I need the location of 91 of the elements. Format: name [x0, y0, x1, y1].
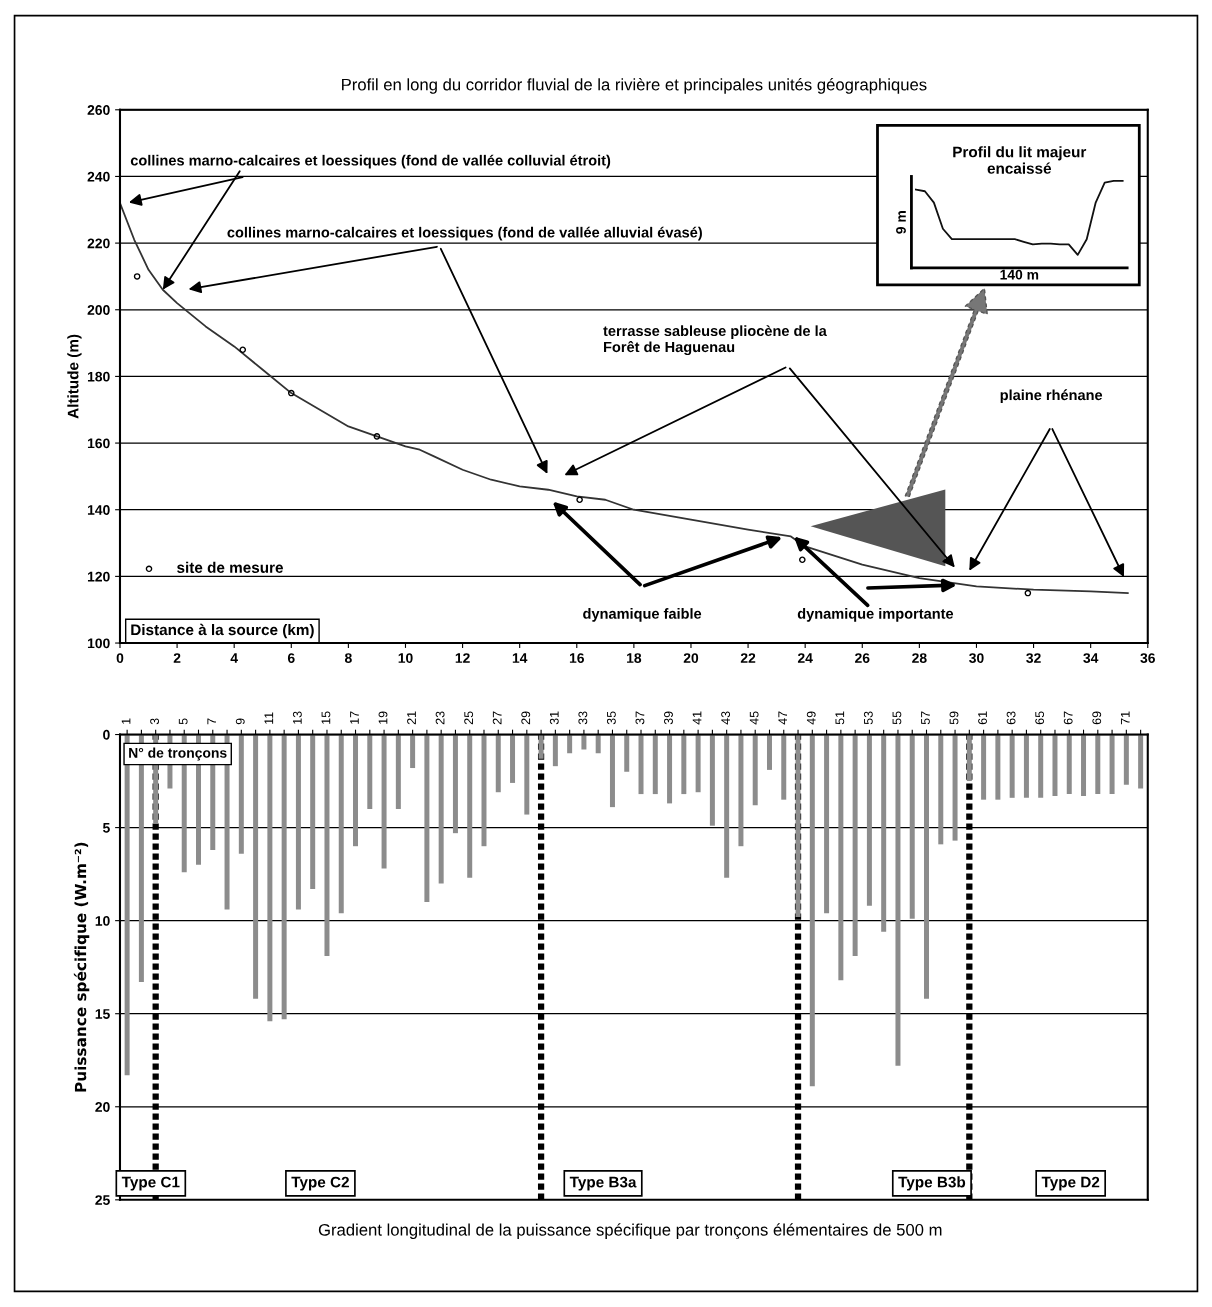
x-axis-title: 140 m	[1000, 269, 1039, 280]
chart-title: Profil du lit majeur encaissé	[953, 146, 1087, 174]
x-tick-label: 67	[1063, 711, 1073, 725]
x-tick-label: 1	[121, 718, 131, 724]
x-tick-label: 24	[797, 653, 813, 663]
x-tick-label: 3	[150, 718, 160, 725]
y-tick-label: 25	[95, 1195, 110, 1205]
annotation: Type D2	[1041, 1176, 1100, 1191]
x-tick-label: 26	[855, 653, 870, 663]
x-tick-label: 65	[1035, 711, 1045, 725]
x-tick-label: 61	[978, 711, 987, 725]
annotation: Type B3a	[569, 1176, 637, 1191]
x-tick-label: 2	[173, 653, 181, 663]
annotation: Type C2	[291, 1176, 349, 1191]
y-tick-label: 120	[87, 571, 110, 582]
y-tick-label: 180	[87, 371, 110, 382]
x-tick-label: 14	[512, 653, 528, 663]
annotation: Type C1	[121, 1176, 180, 1191]
x-axis-title: N° de tronçons	[129, 747, 227, 761]
x-tick-label: 59	[949, 711, 959, 725]
x-tick-label: 25	[464, 711, 474, 725]
annotation: dynamique faible	[583, 608, 702, 622]
x-axis-title: Distance à la source (km)	[131, 623, 314, 639]
annotation: dynamique importante	[797, 608, 954, 622]
x-tick-label: 6	[287, 653, 295, 663]
x-tick-label: 10	[398, 653, 413, 663]
x-tick-label: 57	[921, 711, 930, 725]
x-tick-label: 5	[178, 718, 188, 725]
x-tick-label: 22	[740, 653, 756, 663]
annotation: Type B3b	[898, 1176, 966, 1191]
annotation: plaine rhénane	[1000, 389, 1103, 404]
x-tick-label: 32	[1026, 653, 1041, 663]
y-tick-label: 240	[87, 171, 110, 182]
x-tick-label: 45	[749, 711, 759, 725]
x-tick-label: 28	[912, 653, 927, 663]
y-tick-label: 220	[87, 238, 110, 249]
y-axis-title: Altitude (m)	[67, 334, 82, 419]
x-tick-label: 37	[635, 711, 645, 725]
x-tick-label: 18	[627, 653, 642, 663]
y-tick-label: 100	[87, 638, 110, 649]
x-tick-label: 23	[435, 711, 445, 725]
x-tick-label: 31	[549, 711, 559, 725]
y-axis-title: 9 m	[896, 211, 906, 234]
x-tick-label: 39	[664, 711, 673, 725]
text: Gradient longitudinal de la puissance spécifique par tronçons élémentaires de 500 m	[318, 1223, 942, 1240]
legend-label: site de mesure	[177, 561, 283, 573]
x-tick-label: 20	[683, 653, 699, 663]
y-tick-label: 140	[87, 505, 110, 515]
x-tick-label: 33	[578, 711, 588, 725]
x-tick-label: 16	[569, 653, 584, 663]
x-tick-label: 17	[350, 711, 359, 724]
x-tick-label: 51	[835, 711, 845, 725]
y-tick-label: 200	[87, 305, 110, 315]
y-tick-label: 10	[95, 915, 110, 926]
x-tick-label: 21	[407, 711, 416, 725]
x-tick-label: 12	[455, 653, 470, 663]
x-tick-label: 35	[606, 711, 616, 725]
x-tick-label: 13	[292, 711, 302, 724]
y-tick-label: 5	[102, 823, 110, 833]
y-tick-label: 0	[103, 729, 110, 740]
annotation: terrasse sableuse pliocène de la Forêt de Haguenau	[603, 325, 827, 356]
x-tick-label: 36	[1140, 653, 1155, 663]
chart-title: Profil en long du corridor fluvial de la rivière et principales unités géographiques	[342, 78, 927, 94]
x-tick-label: 69	[1092, 711, 1102, 725]
annotation: collines marno-calcaires et loessiques (fond de vallée colluvial étroit)	[130, 154, 611, 169]
x-tick-label: 15	[321, 711, 331, 724]
x-tick-label: 8	[344, 653, 352, 663]
x-tick-label: 11	[264, 712, 274, 724]
x-tick-label: 30	[969, 653, 984, 663]
annotation: collines marno-calcaires et loessiques (fond de vallée alluvial évasé)	[227, 226, 702, 241]
x-tick-label: 9	[235, 718, 245, 725]
x-tick-label: 19	[378, 711, 388, 724]
x-tick-label: 53	[863, 711, 873, 725]
y-axis-title: Puissance spécifique (W.m⁻²)	[73, 842, 90, 1092]
x-tick-label: 63	[1006, 711, 1016, 725]
x-tick-label: 34	[1083, 653, 1099, 663]
x-tick-label: 7	[207, 718, 217, 725]
x-tick-label: 41	[692, 711, 702, 725]
y-tick-label: 260	[87, 105, 110, 115]
y-tick-label: 20	[95, 1102, 110, 1112]
x-tick-label: 43	[721, 711, 731, 725]
x-tick-label: 27	[492, 711, 502, 725]
y-tick-label: 160	[87, 438, 110, 449]
x-tick-label: 0	[116, 653, 124, 663]
x-tick-label: 29	[521, 711, 531, 725]
x-tick-label: 47	[778, 711, 787, 725]
x-tick-label: 49	[806, 711, 816, 725]
x-tick-label: 55	[892, 711, 902, 725]
y-tick-label: 15	[95, 1009, 110, 1019]
x-tick-label: 71	[1120, 711, 1130, 725]
x-tick-label: 4	[230, 653, 238, 663]
